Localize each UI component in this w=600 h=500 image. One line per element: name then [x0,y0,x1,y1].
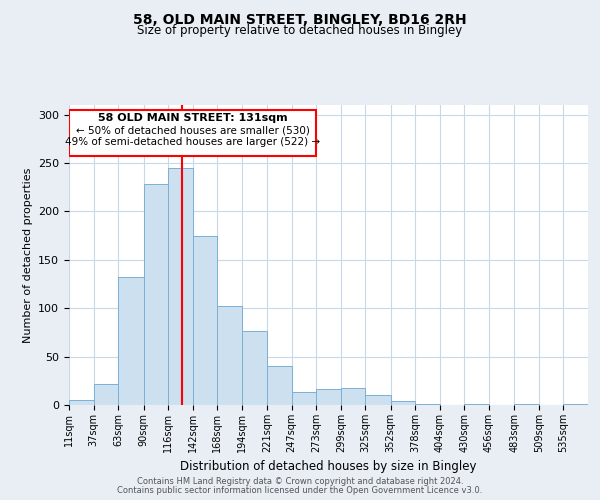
Bar [267,366,292,405]
Text: Size of property relative to detached houses in Bingley: Size of property relative to detached ho… [137,24,463,37]
Bar [94,384,118,405]
Text: 49% of semi-detached houses are larger (522) →: 49% of semi-detached houses are larger (… [65,137,320,147]
Bar [69,400,94,405]
Bar [365,396,391,405]
Bar [242,332,267,405]
X-axis label: Distribution of detached houses by size in Bingley: Distribution of detached houses by size … [180,460,477,473]
Bar [292,392,316,405]
Bar [391,401,415,405]
Text: Contains HM Land Registry data © Crown copyright and database right 2024.: Contains HM Land Registry data © Crown c… [137,477,463,486]
Bar [563,404,588,405]
Bar [118,278,143,405]
FancyBboxPatch shape [69,110,316,156]
Bar [168,168,193,405]
Bar [341,388,365,405]
Text: Contains public sector information licensed under the Open Government Licence v3: Contains public sector information licen… [118,486,482,495]
Text: ← 50% of detached houses are smaller (530): ← 50% of detached houses are smaller (53… [76,126,310,136]
Y-axis label: Number of detached properties: Number of detached properties [23,168,32,342]
Bar [415,404,440,405]
Bar [143,184,168,405]
Bar [217,306,242,405]
Bar [514,404,539,405]
Text: 58 OLD MAIN STREET: 131sqm: 58 OLD MAIN STREET: 131sqm [98,112,287,122]
Bar [316,388,341,405]
Bar [464,404,489,405]
Bar [193,236,217,405]
Text: 58, OLD MAIN STREET, BINGLEY, BD16 2RH: 58, OLD MAIN STREET, BINGLEY, BD16 2RH [133,12,467,26]
